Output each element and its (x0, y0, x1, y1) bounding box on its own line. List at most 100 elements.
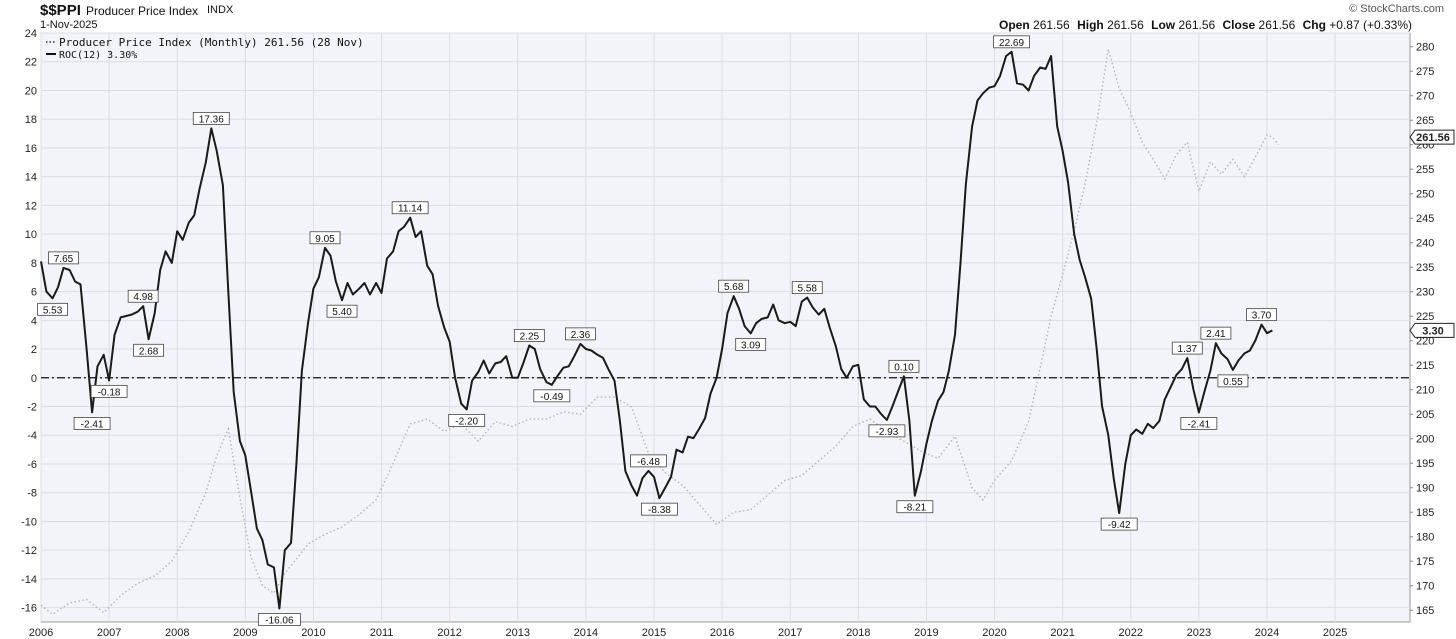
point-label-box (641, 502, 678, 516)
y-left-tick: 8 (31, 258, 37, 270)
point-label-box (133, 343, 165, 357)
point-label-box (192, 111, 230, 125)
low-value: 261.56 (1178, 18, 1216, 32)
point-label-box (448, 413, 486, 427)
point-label: 11.14 (398, 204, 423, 215)
roc-legend-label: ROC(12) 3.30% (59, 50, 137, 61)
low-label: Low (1151, 18, 1176, 32)
high-value: 261.56 (1107, 18, 1144, 32)
ohlc-readout: Open 261.56 High 261.56 Low 261.56 Close… (999, 18, 1416, 32)
y-left-tick: -12 (21, 545, 37, 557)
point-label-box (630, 454, 667, 468)
x-tick: 2010 (301, 627, 325, 639)
chg-label: Chg (1302, 18, 1326, 32)
open-label: Open (999, 18, 1030, 32)
x-tick: 2021 (1050, 627, 1074, 639)
point-label: -0.18 (98, 387, 121, 398)
y-right-tick: 280 (1416, 42, 1434, 54)
point-label-box (127, 289, 159, 303)
x-tick: 2018 (846, 627, 870, 639)
close-value: 261.56 (1258, 18, 1296, 32)
point-label: 2.36 (571, 330, 591, 341)
point-label-box (309, 231, 341, 245)
y-right-tick: 230 (1416, 287, 1434, 299)
y-right-tick: 205 (1416, 409, 1434, 421)
ppi-series (40, 49, 1280, 616)
chg-value: +0.87 (+0.33%) (1329, 18, 1412, 32)
point-label-box (993, 35, 1030, 49)
exchange: INDX (207, 4, 234, 16)
y-left-tick: 10 (25, 229, 37, 241)
point-label: -8.38 (648, 505, 671, 516)
x-tick: 2013 (506, 627, 530, 639)
x-tick: 2014 (574, 627, 598, 639)
x-tick: 2023 (1187, 627, 1211, 639)
y-left-tick: 22 (25, 57, 37, 69)
point-label-box (533, 389, 571, 403)
point-label: 22.69 (999, 38, 1024, 49)
y-left-tick: -10 (21, 516, 37, 528)
x-tick: 2007 (97, 627, 121, 639)
point-label-box (718, 279, 750, 293)
open-value: 261.56 (1033, 18, 1070, 32)
y-right-tick: 265 (1416, 115, 1434, 127)
close-label: Close (1222, 18, 1256, 32)
x-tick: 2017 (778, 627, 802, 639)
point-label: 5.68 (724, 282, 744, 293)
point-label-box (791, 281, 823, 295)
y-right-tick: 175 (1416, 556, 1434, 568)
point-label-box (1180, 417, 1218, 430)
point-label: 17.36 (199, 114, 224, 125)
x-tick: 2009 (233, 627, 257, 639)
y-right-tick: 165 (1416, 605, 1434, 617)
point-label-box (326, 304, 358, 318)
x-tick: 2008 (165, 627, 189, 639)
y-left-tick: 0 (31, 373, 37, 385)
y-left-tick: 4 (31, 315, 37, 327)
y-right-tick: 270 (1416, 91, 1434, 103)
x-tick: 2016 (710, 627, 734, 639)
y-right-tick: 250 (1416, 189, 1434, 201)
point-label: -2.93 (876, 427, 899, 438)
chart-date: 1-Nov-2025 (40, 19, 98, 31)
point-label: 5.40 (332, 307, 352, 318)
point-label-box (868, 424, 906, 438)
y-left-tick: -4 (27, 430, 37, 442)
ppi-last-value: 261.56 (1416, 132, 1450, 144)
point-label: 4.98 (133, 292, 153, 303)
y-left-tick: 18 (25, 114, 37, 126)
x-tick: 2022 (1119, 627, 1143, 639)
point-label: 3.70 (1252, 311, 1272, 322)
y-left-tick: -8 (27, 488, 37, 500)
x-tick: 2012 (437, 627, 461, 639)
high-label: High (1077, 18, 1104, 32)
y-right-tick: 170 (1416, 581, 1434, 593)
brand-watermark: © StockCharts.com (1349, 3, 1444, 15)
roc-line (40, 50, 1273, 610)
x-tick: 2015 (642, 627, 666, 639)
point-label: -2.41 (1187, 419, 1210, 430)
point-label-box (1100, 517, 1138, 531)
point-label: -0.49 (540, 392, 563, 403)
point-label-box (257, 613, 301, 626)
y-right-tick: 195 (1416, 458, 1434, 470)
point-label-box (896, 500, 934, 514)
point-label: 1.37 (1178, 344, 1198, 355)
point-label: 2.68 (139, 346, 159, 357)
point-labels: 5.53 7.65 -2.41 -0.18 4.98 2.68 17.36 -16.06 9.0… (37, 35, 1277, 626)
y-left-tick: 16 (25, 143, 37, 155)
point-label-box (1246, 308, 1277, 322)
point-label: 7.65 (54, 254, 74, 265)
y-right-tick: 180 (1416, 532, 1434, 544)
y-left-tick: -14 (21, 574, 37, 586)
point-label-box (1200, 326, 1232, 340)
symbol: $$PPI (40, 2, 81, 19)
point-label: 3.09 (741, 340, 761, 351)
x-tick: 2011 (370, 627, 394, 639)
point-label-box (90, 384, 128, 398)
x-tick: 2025 (1323, 627, 1347, 639)
point-label: 9.05 (315, 234, 335, 245)
point-label-box (1171, 341, 1203, 355)
roc-last-value-box (1409, 322, 1455, 338)
point-label: -6.48 (637, 457, 660, 468)
